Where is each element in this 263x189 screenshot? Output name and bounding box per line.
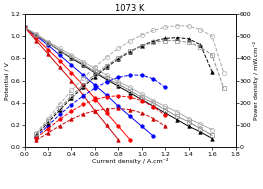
X-axis label: Current density / A.cm⁻²: Current density / A.cm⁻² (92, 158, 168, 164)
Y-axis label: Power density / mW.cm⁻²: Power density / mW.cm⁻² (253, 41, 259, 120)
Title: 1073 K: 1073 K (115, 4, 145, 13)
Y-axis label: Potential / V: Potential / V (4, 62, 9, 100)
